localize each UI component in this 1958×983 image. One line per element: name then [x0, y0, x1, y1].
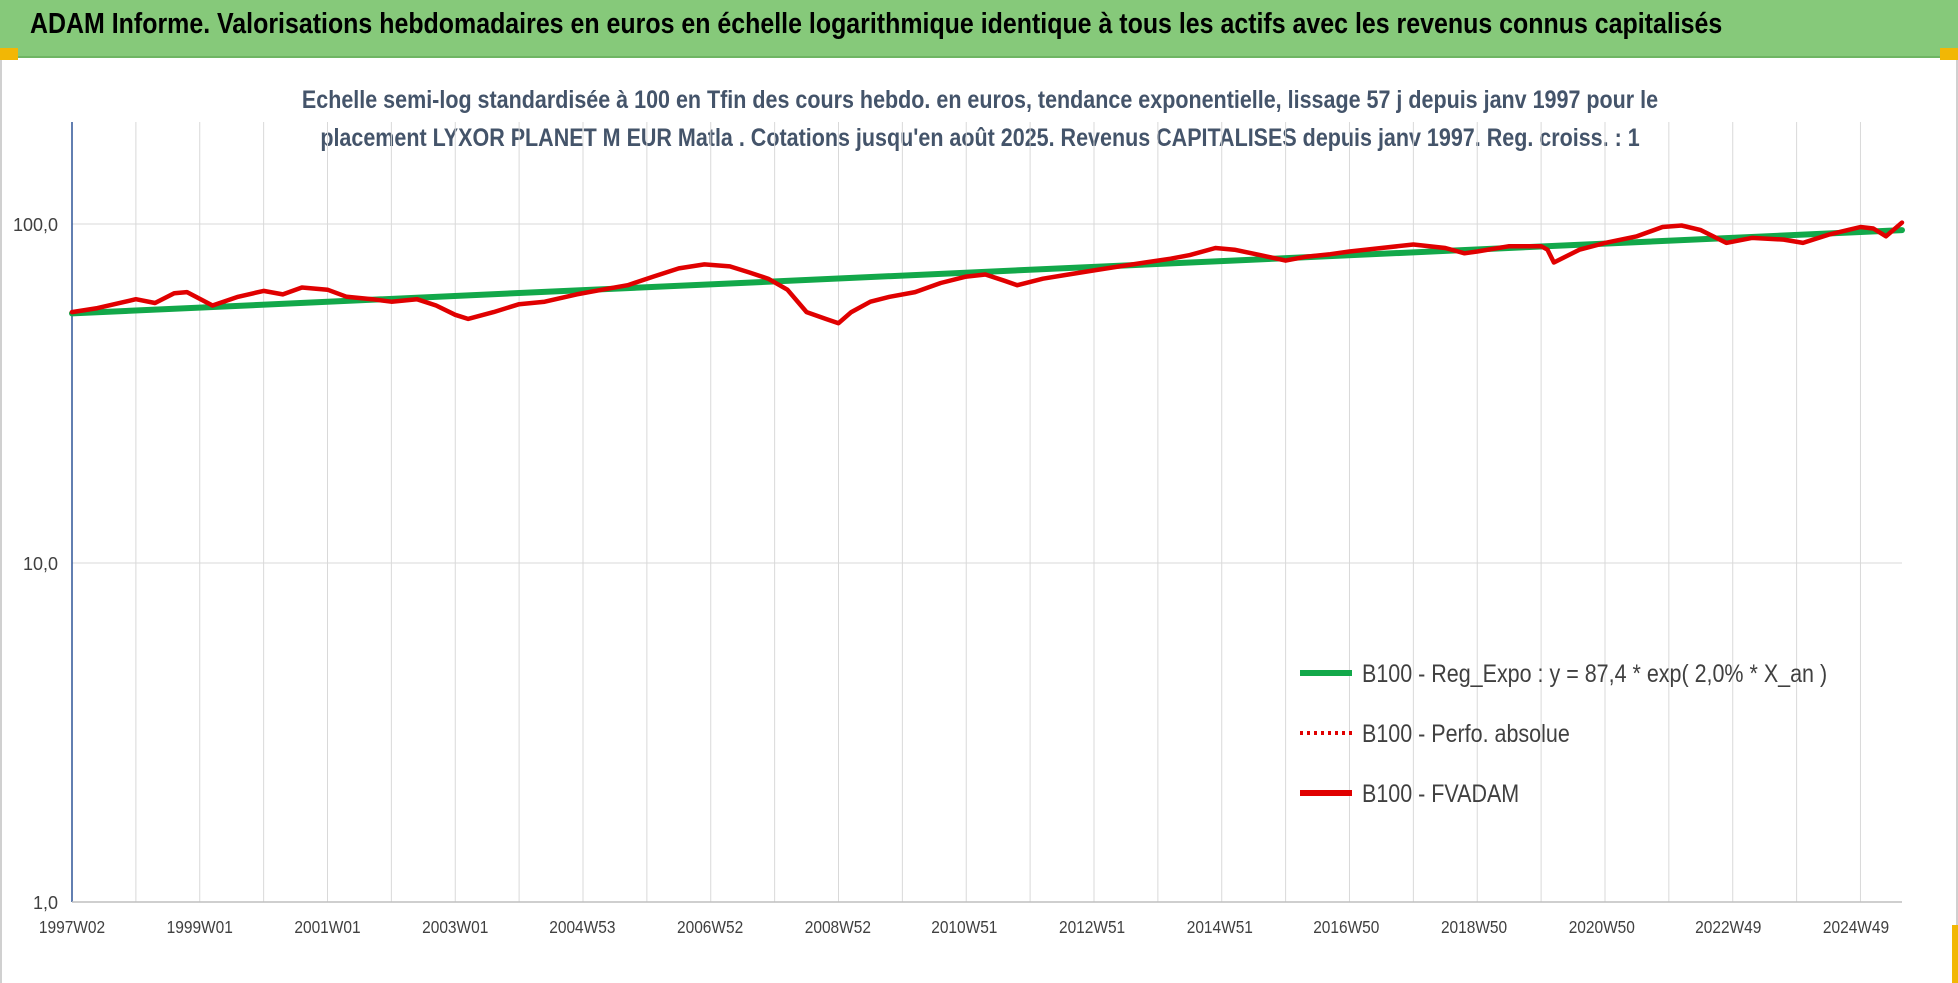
x-tick-label: 1999W01 — [167, 917, 233, 937]
x-tick-label: 2024W49 — [1823, 917, 1889, 937]
chart-frame — [0, 58, 1958, 983]
corner-marker-bottom-right — [1952, 925, 1958, 983]
series-line-2 — [69, 220, 1905, 326]
y-tick-label: 10,0 — [23, 554, 58, 574]
y-tick-label: 100,0 — [13, 215, 58, 235]
legend-label-0: B100 - Reg_Expo : y = 87,4 * exp( 2,0% *… — [1362, 659, 1827, 687]
series-layer — [69, 220, 1905, 326]
chart-title-line-1: Echelle semi-log standardisée à 100 en T… — [301, 86, 1659, 114]
page-title: ADAM Informe. Valorisations hebdomadaire… — [30, 8, 1723, 40]
x-tick-label: 2003W01 — [422, 917, 488, 937]
x-tick-label: 1997W02 — [39, 917, 105, 937]
series-line-0 — [69, 227, 1905, 317]
x-tick-label: 2016W50 — [1313, 917, 1379, 937]
x-tick-label: 2006W52 — [677, 917, 743, 937]
legend-layer: B100 - Reg_Expo : y = 87,4 * exp( 2,0% *… — [1300, 659, 1827, 807]
y-tick-label: 1,0 — [33, 893, 58, 913]
chart-title-line-2: placement LYXOR PLANET M EUR Matla . Cot… — [320, 124, 1640, 152]
x-tick-label: 2020W50 — [1569, 917, 1635, 937]
header-banner: ADAM Informe. Valorisations hebdomadaire… — [0, 0, 1958, 58]
x-tick-label: 2008W52 — [805, 917, 871, 937]
x-tick-label: 2001W01 — [294, 917, 360, 937]
x-tick-label: 2018W50 — [1441, 917, 1507, 937]
x-tick-label: 2022W49 — [1695, 917, 1761, 937]
corner-marker-top-left — [0, 48, 18, 60]
legend-label-2: B100 - FVADAM — [1362, 779, 1519, 807]
x-tick-label: 2014W51 — [1187, 917, 1253, 937]
x-tick-label: 2010W51 — [931, 917, 997, 937]
corner-marker-top-right — [1940, 48, 1958, 60]
legend-label-1: B100 - Perfo. absolue — [1362, 719, 1570, 747]
x-tick-label: 2004W53 — [549, 917, 615, 937]
axis-layer: 1,0 10,0 100,0 1997W02 1999W01 2001W01 2003W01… — [13, 122, 1902, 937]
x-tick-label: 2012W51 — [1059, 917, 1125, 937]
